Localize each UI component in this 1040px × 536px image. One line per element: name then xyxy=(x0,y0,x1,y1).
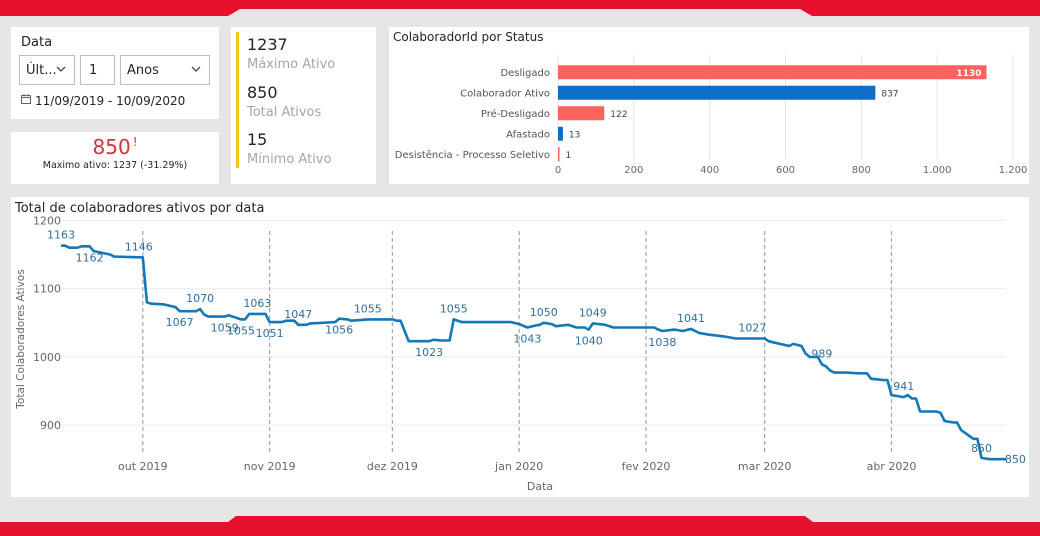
line-y-tick-label: 1200 xyxy=(33,214,61,227)
line-data-label: 1063 xyxy=(243,297,271,310)
status-bar xyxy=(558,85,876,100)
bottom-red-banner xyxy=(0,516,1040,536)
bar-data-label: 122 xyxy=(610,110,627,120)
line-data-label: 1041 xyxy=(677,312,705,325)
bar-chart-title: ColaboradorId por Status xyxy=(393,30,544,44)
line-data-label: 1050 xyxy=(530,306,558,319)
date-range-text: 11/09/2019 - 10/09/2020 xyxy=(35,94,186,108)
period-mode-value: Últ... xyxy=(26,62,57,78)
line-data-label: 1162 xyxy=(76,251,104,264)
bar-data-label: 1 xyxy=(566,151,572,161)
line-x-tick-label: out 2019 xyxy=(118,460,168,473)
line-data-label: 850 xyxy=(1005,453,1026,466)
line-x-tick-label: abr 2020 xyxy=(867,460,917,473)
line-data-label: 941 xyxy=(893,380,914,393)
line-data-label: 1027 xyxy=(738,321,766,334)
period-mode-dropdown[interactable]: Últ... xyxy=(19,55,75,85)
alert-card-value: 850 xyxy=(92,135,131,159)
line-y-axis-title: Total Colaboradores Ativos xyxy=(15,269,27,409)
bar-x-tick-label: 1.200 xyxy=(999,165,1028,176)
status-bar xyxy=(558,106,605,121)
line-x-tick-label: mar 2020 xyxy=(738,460,791,473)
status-bar xyxy=(558,65,987,80)
date-filter-card: Data Últ... 1 Anos 11/09/2019 - 10/09/20… xyxy=(11,27,219,119)
line-y-tick-label: 1000 xyxy=(33,351,61,364)
status-bar-chart: 0 200 400 600 800 1.000 1.200 Desligado 1130 Cola… xyxy=(395,55,1028,176)
status-bar xyxy=(558,147,560,162)
bar-x-tick-label: 400 xyxy=(700,165,719,176)
line-data-label: 1023 xyxy=(415,346,443,359)
line-data-label: 1040 xyxy=(575,335,603,348)
line-y-tick-label: 900 xyxy=(40,419,61,432)
line-x-tick-label: dez 2019 xyxy=(367,460,418,473)
bar-x-tick-label: 600 xyxy=(776,165,795,176)
period-unit-value: Anos xyxy=(127,62,159,78)
bar-x-tick-label: 200 xyxy=(624,165,643,176)
line-x-tick-label: jan 2020 xyxy=(494,460,543,473)
bar-category-label: Desligado xyxy=(500,68,550,79)
line-data-label: 1043 xyxy=(513,333,541,346)
line-x-axis-title: Data xyxy=(527,480,553,493)
chevron-down-icon xyxy=(56,66,66,72)
line-data-label: 1055 xyxy=(227,324,255,337)
active-line-chart: 900 1000 1100 1200 out 2019 nov 2019 dez 2019 j… xyxy=(15,214,1026,493)
bar-data-label: 13 xyxy=(569,130,580,140)
kpi-total-value: 850 xyxy=(247,83,278,102)
bar-data-label: 837 xyxy=(881,89,898,99)
alert-mark-icon: ! xyxy=(132,135,138,149)
active-alert-card: 850! Maximo ativo: 1237 (-31.29%) xyxy=(11,132,219,184)
line-data-label: 1047 xyxy=(284,308,312,321)
bar-x-tick-label: 1.000 xyxy=(923,165,952,176)
line-x-tick-label: nov 2019 xyxy=(244,460,296,473)
line-data-label: 1059 xyxy=(211,322,239,335)
line-data-label: 989 xyxy=(811,347,832,360)
bar-x-tick-label: 800 xyxy=(852,165,871,176)
line-data-label: 1038 xyxy=(648,336,676,349)
bar-x-tick-label: 0 xyxy=(555,165,561,176)
kpi-accent-bar xyxy=(236,32,239,168)
kpi-min-value: 15 xyxy=(247,130,268,149)
line-data-label: 1056 xyxy=(325,324,353,337)
line-data-label: 1070 xyxy=(186,292,214,305)
date-filter-title: Data xyxy=(21,35,53,50)
period-number-input[interactable]: 1 xyxy=(80,55,115,85)
line-chart-title: Total de colaboradores ativos por data xyxy=(15,201,265,216)
kpi-max-value: 1237 xyxy=(247,35,288,54)
bar-category-label: Afastado xyxy=(506,129,550,140)
line-data-label: 1067 xyxy=(166,316,194,329)
status-bar xyxy=(558,126,563,141)
period-number-value: 1 xyxy=(89,62,98,78)
period-unit-dropdown[interactable]: Anos xyxy=(120,55,210,85)
calendar-icon xyxy=(21,94,31,104)
chevron-down-icon xyxy=(191,66,201,72)
line-data-label: 1163 xyxy=(47,229,75,242)
kpi-min-label: Mínimo Ativo xyxy=(247,152,332,167)
line-data-label: 1049 xyxy=(579,306,607,319)
line-x-tick-label: fev 2020 xyxy=(622,460,671,473)
kpi-card xyxy=(231,27,376,184)
top-red-banner xyxy=(0,0,1040,16)
active-line-chart-card: Total de colaboradores ativos por data 9… xyxy=(11,197,1029,497)
alert-card-subtitle: Maximo ativo: 1237 (-31.29%) xyxy=(42,160,188,171)
line-data-label: 1051 xyxy=(256,327,284,340)
line-data-label: 1146 xyxy=(125,240,153,253)
line-data-label: 1055 xyxy=(354,302,382,315)
active-series-line xyxy=(61,244,1006,461)
line-data-label: 1055 xyxy=(440,302,468,315)
bar-category-label: Desistência - Processo Seletivo xyxy=(395,149,550,161)
bar-category-label: Pré-Desligado xyxy=(481,108,550,120)
status-bar-chart-card: ColaboradorId por Status 0 200 400 600 800 1.… xyxy=(389,27,1029,184)
kpi-max-label: Máximo Ativo xyxy=(247,57,336,72)
line-y-tick-label: 1100 xyxy=(33,283,61,296)
bar-category-label: Colaborador Ativo xyxy=(460,88,550,99)
line-data-label: 850 xyxy=(971,442,992,455)
bar-data-label: 1130 xyxy=(956,69,981,79)
kpi-total-label: Total Ativos xyxy=(247,105,322,120)
